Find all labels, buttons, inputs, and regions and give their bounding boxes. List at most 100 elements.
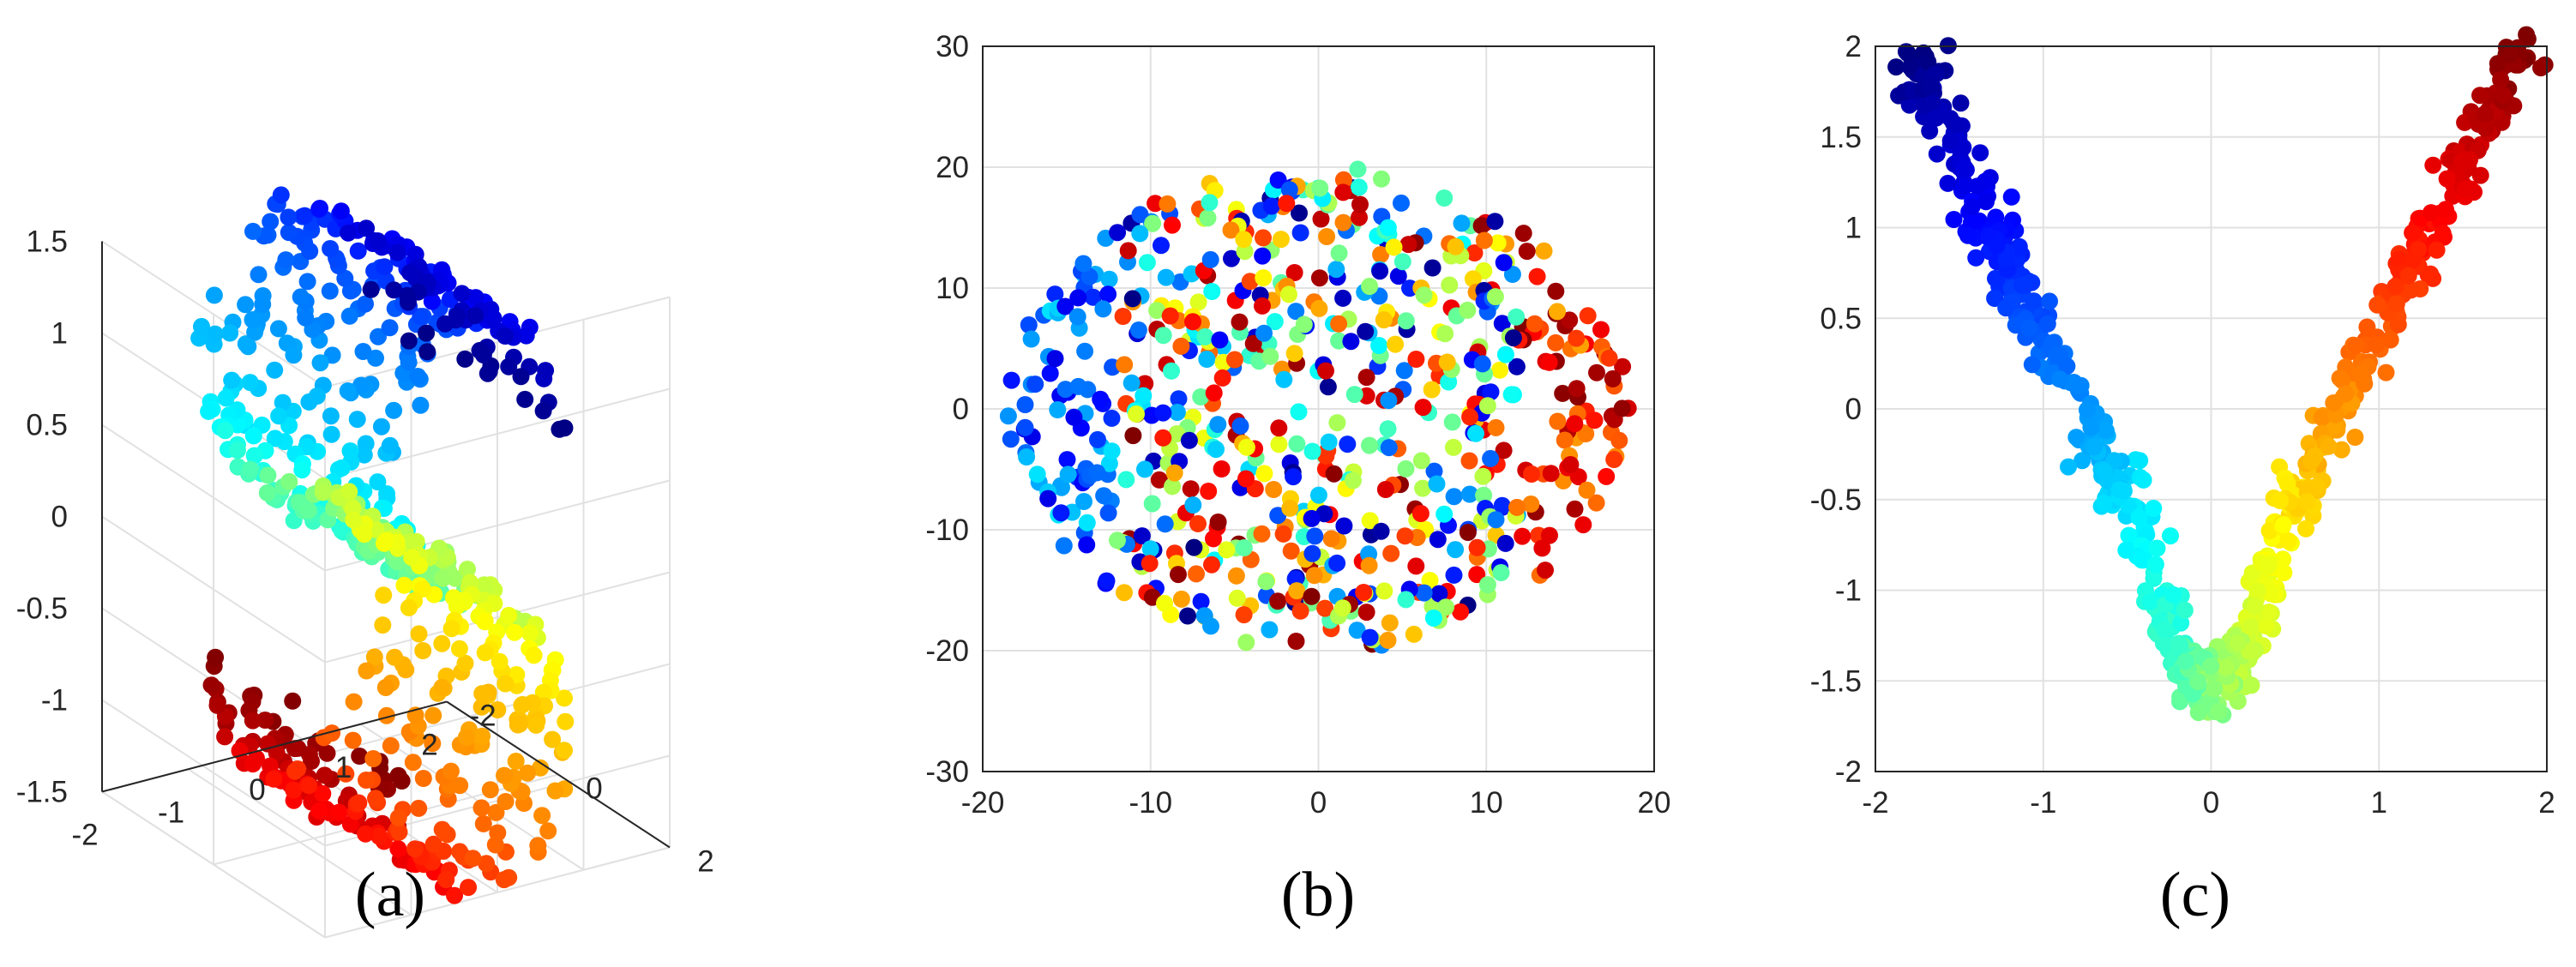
data-point — [1053, 478, 1070, 496]
data-point — [1056, 381, 1074, 399]
data-point — [496, 766, 513, 784]
data-point — [1046, 350, 1064, 368]
data-point — [1202, 617, 1219, 635]
data-point — [1988, 237, 2006, 255]
data-point — [1355, 584, 1373, 601]
data-point — [1002, 430, 1020, 448]
data-point — [1561, 311, 1579, 329]
data-point — [262, 213, 280, 231]
data-point — [1447, 541, 1465, 559]
data-point — [1489, 234, 1507, 252]
data-point — [2502, 45, 2519, 63]
data-point — [2098, 422, 2115, 440]
data-point — [1598, 467, 1616, 485]
grid-line — [324, 846, 671, 939]
data-point — [340, 483, 358, 501]
data-point — [1095, 487, 1113, 505]
data-point — [389, 840, 407, 858]
data-point — [1069, 289, 1087, 307]
data-point — [2189, 673, 2206, 691]
data-point — [472, 799, 491, 817]
data-point — [1180, 431, 1198, 449]
data-point — [1056, 297, 1074, 315]
data-point — [2428, 241, 2446, 259]
data-point — [1306, 527, 1324, 545]
data-point — [521, 624, 539, 642]
data-point — [399, 286, 416, 304]
data-point — [529, 837, 547, 855]
data-point — [1330, 332, 1348, 350]
data-point — [1588, 363, 1605, 381]
data-point — [1357, 604, 1375, 622]
data-point — [244, 755, 262, 773]
data-point — [409, 368, 427, 385]
data-point — [2073, 452, 2091, 470]
data-point — [1290, 403, 1308, 421]
y-tick-label: -1.5 — [1810, 664, 1862, 698]
data-point — [1344, 471, 1362, 490]
data-point — [1255, 465, 1273, 483]
panel-a-axes — [101, 241, 671, 849]
data-point — [1285, 264, 1303, 281]
data-point — [1285, 345, 1303, 363]
data-point — [389, 809, 407, 826]
data-point — [1124, 427, 1142, 445]
data-point — [285, 346, 303, 364]
data-point — [1375, 582, 1393, 600]
data-point — [1275, 370, 1293, 388]
data-point — [1201, 194, 1219, 212]
data-point — [1170, 390, 1188, 408]
data-point — [1502, 386, 1520, 404]
data-point — [1020, 316, 1038, 333]
data-point — [1379, 219, 1397, 237]
data-point — [1059, 465, 1077, 484]
data-point — [1357, 369, 1375, 387]
data-point — [344, 731, 362, 749]
data-point — [322, 407, 340, 425]
data-point — [1371, 262, 1389, 280]
data-point — [1002, 371, 1020, 389]
data-point — [1460, 485, 1478, 503]
data-point — [1528, 267, 1546, 285]
data-point — [2377, 363, 2395, 381]
data-point — [2145, 500, 2163, 517]
data-point — [1213, 460, 1231, 477]
data-point — [2260, 604, 2278, 621]
data-point — [1921, 122, 1939, 140]
data-point — [358, 219, 376, 237]
data-point — [1235, 606, 1253, 624]
y-tick-label: 1.5 — [1820, 121, 1862, 154]
data-point — [2302, 453, 2320, 470]
data-point — [1952, 94, 1970, 112]
data-point — [1600, 349, 1618, 367]
data-point — [1493, 496, 1511, 514]
data-point — [1334, 289, 1352, 307]
y-tick-label: 0.5 — [1820, 302, 1862, 335]
data-point — [1414, 479, 1432, 497]
data-point — [1235, 539, 1253, 556]
data-point — [1435, 505, 1454, 523]
data-point — [259, 466, 277, 484]
data-point — [1579, 307, 1597, 325]
panel-c-axes-box — [1875, 45, 2548, 772]
data-point — [1185, 538, 1203, 556]
data-point — [266, 361, 284, 379]
data-point — [1468, 566, 1486, 584]
data-point — [1231, 417, 1249, 435]
data-point — [1372, 522, 1390, 540]
data-point — [1026, 375, 1044, 393]
data-point — [1228, 589, 1246, 607]
data-point — [1348, 622, 1366, 640]
data-point — [434, 569, 452, 587]
caption-c: (c) — [2160, 860, 2230, 930]
data-point — [378, 485, 395, 502]
data-point — [376, 679, 394, 696]
data-point — [1566, 415, 1584, 433]
data-point — [514, 695, 532, 713]
data-point — [1614, 357, 1632, 375]
data-point — [2170, 634, 2188, 652]
data-point — [244, 311, 262, 328]
data-point — [1179, 607, 1196, 625]
z-tick-label: 0.5 — [26, 409, 68, 442]
data-point — [244, 222, 262, 240]
